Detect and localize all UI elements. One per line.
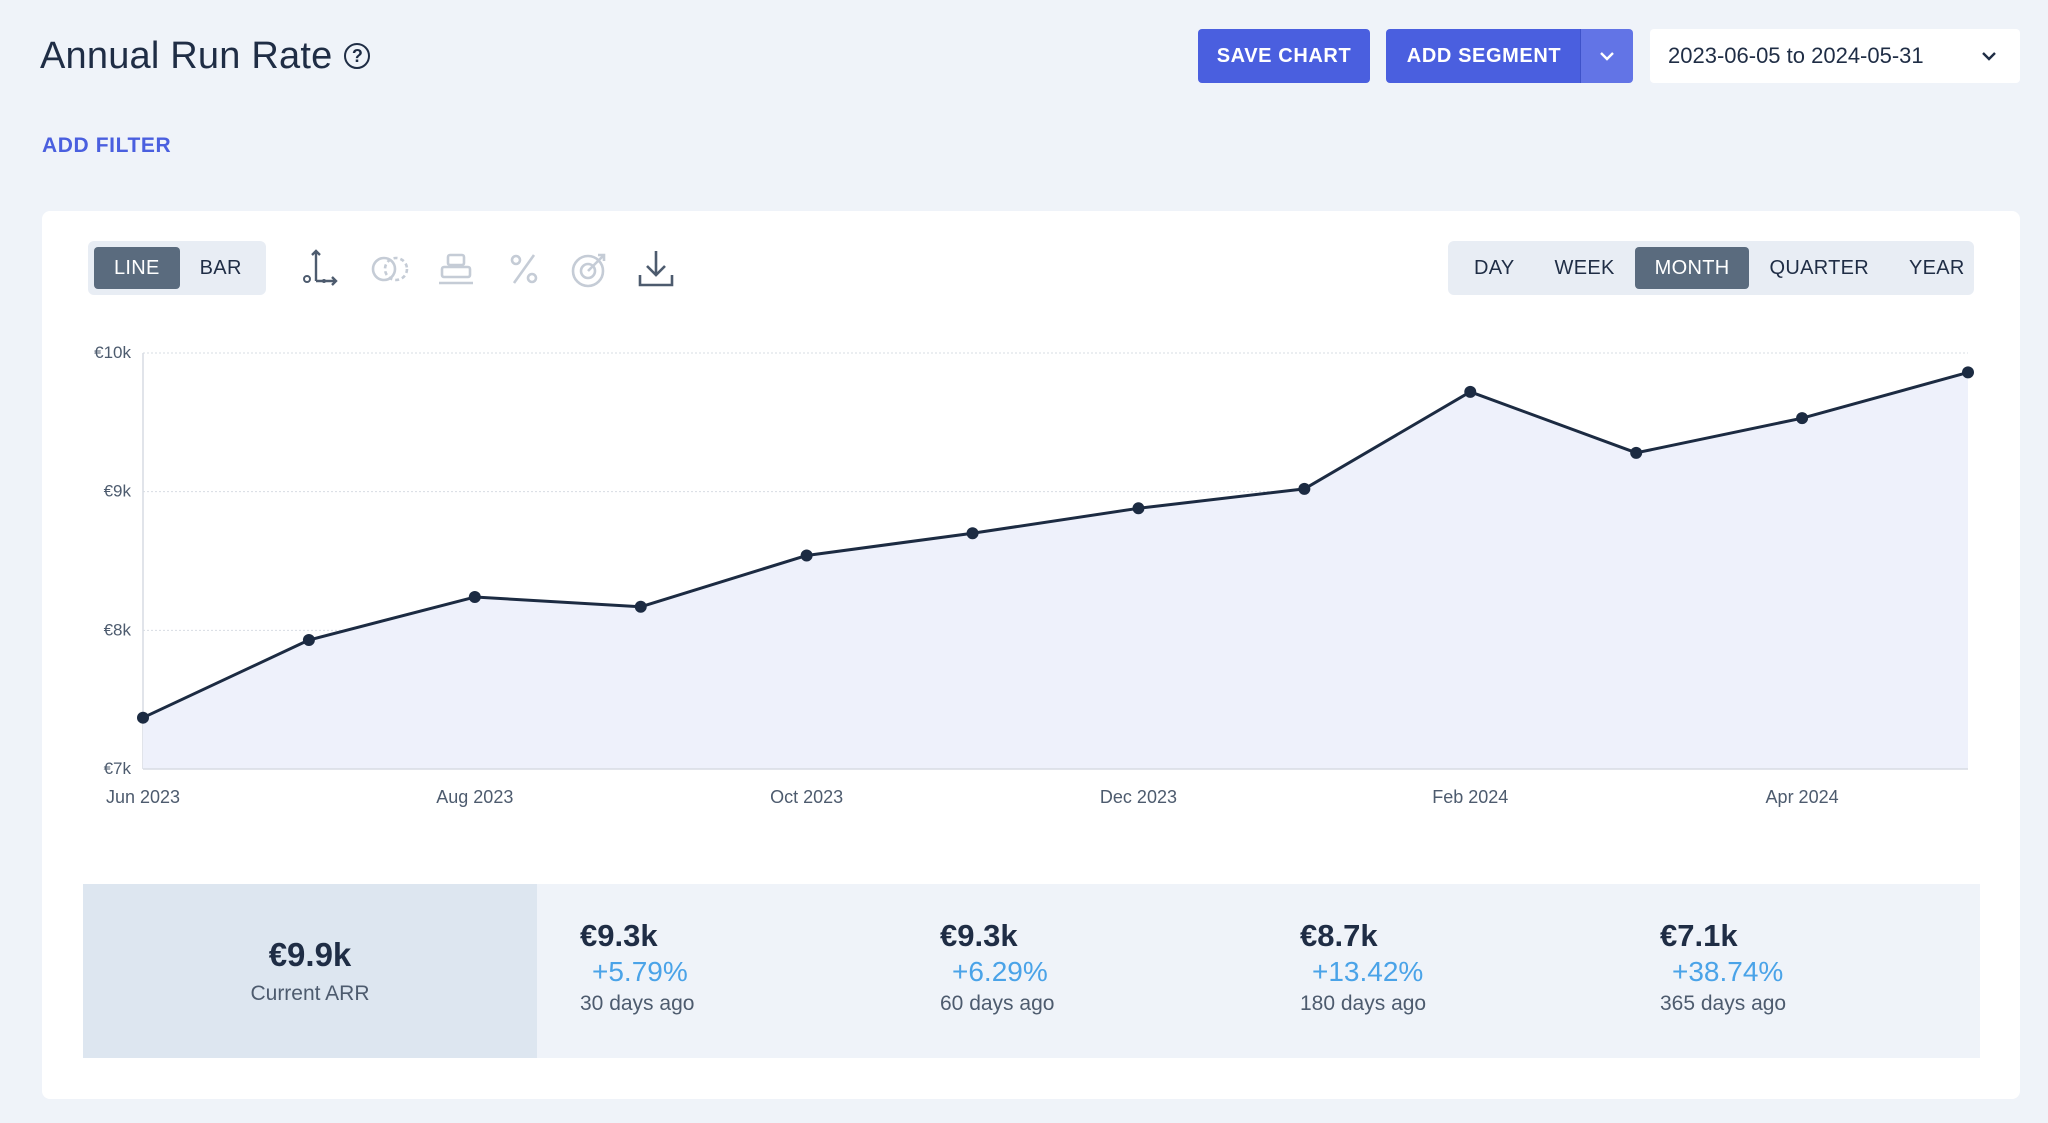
stat-change: +38.74%: [1672, 956, 1784, 987]
interval-month[interactable]: MONTH: [1634, 247, 1750, 289]
data-point: [1962, 366, 1974, 379]
data-point: [302, 634, 315, 647]
y-tick-label: €10k: [94, 343, 131, 362]
chart-card: LINE BAR DAY WEEK MONTH QUARTER YEAR €7k…: [42, 211, 2020, 1099]
stat-180-days: €8.7k +13.42% 180 days ago: [1300, 918, 1426, 1016]
interval-quarter[interactable]: QUARTER: [1769, 256, 1870, 279]
data-point: [1464, 385, 1477, 398]
interval-day[interactable]: DAY: [1474, 256, 1515, 279]
goal-icon[interactable]: [568, 247, 612, 291]
stat-value: €8.7k: [1300, 918, 1378, 953]
compare-icon[interactable]: [368, 247, 412, 291]
chevron-down-icon: [1600, 52, 1614, 61]
stat-365-days: €7.1k +38.74% 365 days ago: [1660, 918, 1786, 1016]
y-tick-label: €8k: [104, 620, 132, 639]
add-segment-dropdown-button[interactable]: [1580, 29, 1633, 83]
stat-60-days: €9.3k +6.29% 60 days ago: [940, 918, 1054, 1016]
stat-label: 180 days ago: [1300, 992, 1427, 1015]
axis-icon[interactable]: [300, 247, 344, 291]
data-point: [634, 600, 647, 613]
download-icon[interactable]: [634, 247, 678, 291]
page-title: Annual Run Rate: [40, 34, 333, 77]
series-line: [142, 370, 1969, 720]
add-segment-button[interactable]: ADD SEGMENT: [1386, 29, 1582, 83]
data-point: [1796, 412, 1809, 425]
stat-label: 30 days ago: [580, 992, 695, 1015]
chart-type-line[interactable]: LINE: [94, 247, 180, 289]
x-tick-label: Dec 2023: [1100, 787, 1177, 807]
interval-toggle: DAY WEEK MONTH QUARTER YEAR: [1448, 241, 1974, 295]
x-tick-label: Oct 2023: [770, 787, 843, 807]
stack-icon[interactable]: [434, 247, 478, 291]
arr-line-chart: €7k €8k €9k €10k Jun 2023 Aug 2023 Oct 2023 Dec…: [94, 343, 1974, 807]
chevron-down-icon: [1982, 52, 1996, 61]
stat-value: €9.3k: [940, 918, 1018, 953]
data-point: [137, 711, 149, 724]
stat-change: +13.42%: [1312, 956, 1424, 987]
interval-year[interactable]: YEAR: [1909, 256, 1965, 279]
current-arr-value: €9.9k: [268, 936, 352, 973]
x-tick-label: Apr 2024: [1766, 787, 1839, 807]
question-circle-icon[interactable]: ?: [344, 43, 371, 69]
stat-label: 365 days ago: [1660, 992, 1787, 1015]
stat-change: +6.29%: [952, 956, 1048, 987]
current-arr-label: Current ARR: [250, 982, 370, 1005]
area-fill: [143, 372, 1968, 769]
stat-label: 60 days ago: [940, 992, 1055, 1015]
interval-week[interactable]: WEEK: [1554, 256, 1615, 279]
summary-panel: €9.9k Current ARR €9.3k +5.79% 30 days a…: [83, 884, 1980, 1058]
current-arr-cell: €9.9k Current ARR: [83, 884, 537, 1058]
date-range-select[interactable]: 2023-06-05 to 2024-05-31: [1650, 29, 2020, 83]
add-filter-link[interactable]: ADD FILTER: [42, 134, 172, 157]
data-point: [966, 527, 979, 540]
save-chart-button[interactable]: SAVE CHART: [1198, 29, 1370, 83]
y-tick-label: €9k: [104, 482, 132, 501]
x-tick-label: Aug 2023: [436, 787, 513, 807]
data-point: [468, 591, 481, 604]
stat-value: €7.1k: [1660, 918, 1738, 953]
x-tick-label: Jun 2023: [106, 787, 180, 807]
title-row: Annual Run Rate ?: [40, 30, 371, 82]
chart-type-bar[interactable]: BAR: [199, 256, 242, 279]
date-range-value: 2023-06-05 to 2024-05-31: [1668, 43, 1924, 68]
y-tick-label: €7k: [104, 759, 132, 778]
data-point: [1630, 446, 1643, 459]
stat-change: +5.79%: [592, 956, 688, 987]
chart-type-toggle: LINE BAR: [88, 241, 266, 295]
stat-value: €9.3k: [580, 918, 658, 953]
data-point: [1298, 482, 1311, 495]
percent-icon[interactable]: [502, 247, 546, 291]
data-point: [800, 549, 813, 562]
x-tick-label: Feb 2024: [1432, 787, 1508, 807]
stat-30-days: €9.3k +5.79% 30 days ago: [580, 918, 694, 1016]
data-point: [1132, 502, 1145, 515]
